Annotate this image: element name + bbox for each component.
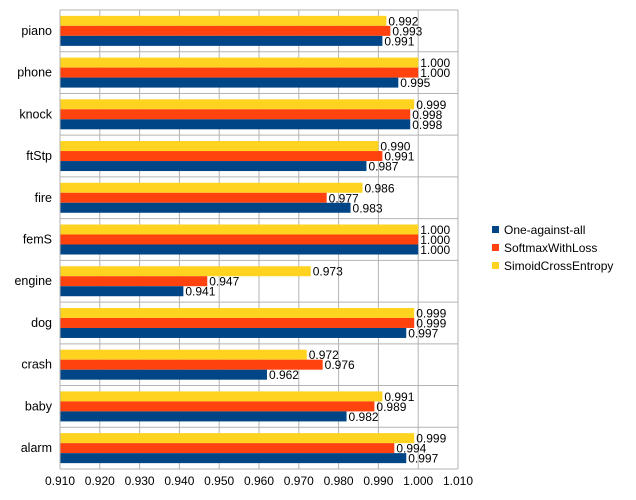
bar	[60, 77, 399, 88]
bar	[60, 276, 208, 287]
bar	[60, 224, 419, 235]
bar	[60, 391, 383, 402]
legend-entry: One-against-all	[504, 223, 585, 237]
axes: 0.910 0.920 0.930 0.940 0.950 0.960 0.970 0.980…	[14, 10, 473, 488]
bar	[60, 99, 415, 110]
data-label: 1.000	[420, 56, 450, 70]
data-label: 0.977	[329, 191, 359, 205]
bar	[60, 67, 419, 78]
data-label: 0.999	[416, 98, 446, 112]
data-label: 0.990	[380, 140, 410, 154]
bar	[60, 286, 184, 297]
data-label: 0.993	[392, 24, 422, 38]
bar	[60, 411, 347, 422]
bar	[60, 182, 363, 193]
data-label: 0.983	[353, 201, 383, 215]
legend-swatch	[492, 244, 499, 251]
data-label: 0.994	[396, 442, 426, 456]
data-label: 0.989	[376, 400, 406, 414]
bar	[60, 266, 311, 277]
x-tick-label: 0.950	[204, 474, 234, 488]
bar	[60, 359, 323, 370]
data-label: 0.976	[325, 358, 355, 372]
data-label: 0.947	[209, 275, 239, 289]
data-label: 1.000	[420, 243, 450, 257]
x-tick-label: 0.930	[125, 474, 155, 488]
data-label: 1.000	[420, 223, 450, 237]
data-label: 0.962	[269, 368, 299, 382]
bar	[60, 244, 419, 255]
bar	[60, 433, 415, 444]
data-label: 0.992	[388, 14, 418, 28]
bar	[60, 141, 379, 152]
bar	[60, 307, 415, 318]
bar	[60, 25, 391, 36]
bar	[60, 327, 407, 338]
category-label: piano	[21, 24, 52, 38]
bar	[60, 109, 411, 120]
legend-entry: SoftmaxWithLoss	[504, 241, 597, 255]
bar	[60, 35, 383, 46]
bar	[60, 151, 383, 162]
x-tick-label: 0.940	[164, 474, 194, 488]
legend-entry: SimoidCrossEntropy	[504, 259, 613, 273]
x-tick-label: 1.000	[403, 474, 433, 488]
legend: One-against-all SoftmaxWithLoss SimoidCros…	[492, 223, 613, 273]
data-label: 0.998	[412, 108, 442, 122]
data-label: 0.999	[416, 306, 446, 320]
bar	[60, 401, 375, 412]
data-label: 0.986	[364, 181, 394, 195]
data-label: 0.987	[368, 160, 398, 174]
data-label: 1.000	[420, 233, 450, 247]
data-label: 0.941	[185, 285, 215, 299]
data-label: 0.997	[408, 326, 438, 340]
bar	[60, 453, 407, 464]
data-label: 0.998	[412, 118, 442, 132]
category-label: engine	[14, 274, 52, 288]
data-label: 0.995	[400, 76, 430, 90]
x-tick-label: 1.010	[443, 474, 473, 488]
data-label: 0.997	[408, 452, 438, 466]
bar	[60, 119, 411, 130]
data-labels: 0.9920.9930.9911.0001.0000.9950.9990.998…	[185, 14, 450, 465]
bar	[60, 443, 395, 454]
data-label: 0.999	[416, 316, 446, 330]
x-tick-label: 0.990	[363, 474, 393, 488]
bar	[60, 369, 267, 380]
category-label: femS	[23, 233, 52, 247]
category-label: knock	[19, 107, 52, 121]
data-label: 0.991	[384, 390, 414, 404]
bar	[60, 234, 419, 245]
bar	[60, 161, 367, 172]
data-label: 0.972	[309, 348, 339, 362]
category-label: crash	[21, 358, 52, 372]
category-label: dog	[31, 316, 52, 330]
category-label: fire	[35, 191, 52, 205]
category-label: ftStp	[26, 149, 52, 163]
data-label: 0.991	[384, 34, 414, 48]
bar	[60, 317, 415, 328]
x-tick-label: 0.960	[244, 474, 274, 488]
x-tick-label: 0.910	[45, 474, 75, 488]
legend-swatch	[492, 262, 499, 269]
data-label: 0.991	[384, 150, 414, 164]
data-label: 0.999	[416, 432, 446, 446]
category-label: alarm	[21, 441, 52, 455]
x-tick-label: 0.970	[284, 474, 314, 488]
data-label: 0.982	[349, 410, 379, 424]
data-label: 1.000	[420, 66, 450, 80]
category-label: phone	[17, 66, 52, 80]
bar	[60, 202, 351, 213]
data-label: 0.973	[313, 265, 343, 279]
bar	[60, 349, 307, 360]
x-tick-label: 0.980	[324, 474, 354, 488]
bar	[60, 15, 387, 26]
x-tick-label: 0.920	[85, 474, 115, 488]
bar	[60, 192, 327, 203]
bar	[60, 57, 419, 68]
category-label: baby	[25, 399, 53, 413]
bars	[60, 15, 419, 464]
legend-swatch	[492, 226, 499, 233]
